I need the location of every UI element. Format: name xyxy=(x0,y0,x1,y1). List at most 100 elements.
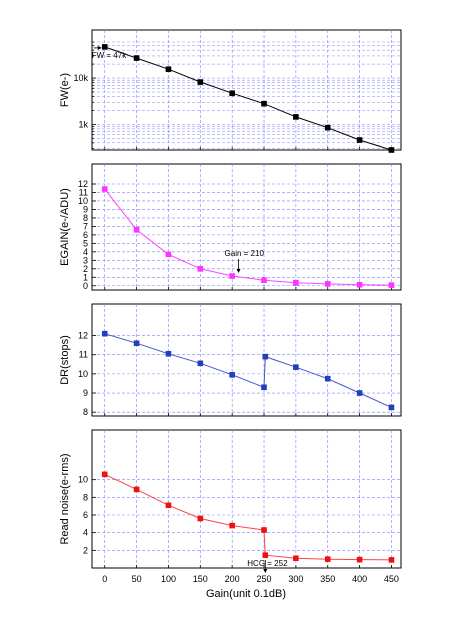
data-point xyxy=(324,124,331,131)
y-tick-label: 1k xyxy=(78,119,88,129)
series-line xyxy=(104,473,392,561)
data-point xyxy=(293,279,299,286)
y-axis-label: DR(stops) xyxy=(59,335,71,385)
x-tick-label: 300 xyxy=(288,574,303,584)
data-point xyxy=(165,66,172,73)
y-tick-label: 8 xyxy=(83,407,88,417)
data-point xyxy=(262,552,269,558)
data-point xyxy=(133,55,140,61)
data-point xyxy=(261,384,267,391)
data-point xyxy=(165,502,172,509)
data-point xyxy=(133,226,140,233)
data-point xyxy=(324,375,331,382)
y-tick-label: 10 xyxy=(78,475,88,485)
x-tick-label: 450 xyxy=(384,574,399,584)
x-axis-label: Gain(unit 0.1dB) xyxy=(206,588,286,600)
data-point xyxy=(356,390,363,396)
data-point xyxy=(101,186,108,192)
data-point xyxy=(197,79,204,85)
data-point xyxy=(388,282,395,288)
data-point xyxy=(293,364,299,370)
y-tick-label: 1 xyxy=(83,272,88,282)
data-point xyxy=(324,281,331,287)
x-tick-label: 150 xyxy=(193,574,208,584)
data-point xyxy=(197,266,204,272)
y-tick-label: 10 xyxy=(78,369,88,379)
y-tick-label: 10 xyxy=(78,196,88,206)
panel-frame xyxy=(91,429,402,569)
y-axis-label: FW(e-) xyxy=(59,73,71,107)
data-point xyxy=(133,340,140,347)
data-point xyxy=(165,251,172,258)
series-line xyxy=(104,188,392,286)
panel-frame xyxy=(91,163,402,291)
y-tick-label: 10k xyxy=(73,73,88,83)
annotation-arrowhead xyxy=(263,569,268,573)
y-tick-label: 4 xyxy=(83,247,88,257)
data-point xyxy=(197,360,204,367)
y-tick-label: 6 xyxy=(83,230,88,240)
data-point xyxy=(388,557,395,563)
x-tick-label: 0 xyxy=(102,574,107,584)
data-point xyxy=(356,556,363,563)
data-point xyxy=(293,114,299,120)
panel-4: 2 4 6 8 10 Read noise(e-rms) HCG = 252 xyxy=(59,429,402,573)
data-point xyxy=(133,486,140,493)
y-tick-label: 8 xyxy=(83,492,88,502)
y-tick-label: 2 xyxy=(83,545,88,555)
y-axis-label: Read noise(e-rms) xyxy=(59,453,71,544)
data-point xyxy=(197,515,204,522)
data-point xyxy=(324,556,331,562)
panel-frame xyxy=(91,29,402,151)
y-axis-label: EGAIN(e-/ADU) xyxy=(59,188,71,266)
data-point xyxy=(388,147,395,153)
data-point xyxy=(229,273,235,279)
y-tick-label: 11 xyxy=(79,350,88,360)
annotation-arrowhead xyxy=(97,45,102,50)
data-point xyxy=(388,404,395,411)
x-tick-label: 250 xyxy=(257,574,272,584)
y-tick-label: 6 xyxy=(83,510,88,520)
data-point xyxy=(229,372,235,378)
y-tick-label: 7 xyxy=(83,221,88,231)
data-point xyxy=(262,353,269,360)
annotation-fw: FW = 47k xyxy=(92,51,127,60)
data-point xyxy=(293,555,299,562)
data-point xyxy=(229,90,235,97)
y-tick-label: 12 xyxy=(78,331,88,341)
data-point xyxy=(261,277,267,284)
series-line xyxy=(104,333,392,408)
y-tick-label: 4 xyxy=(83,528,88,538)
y-tick-label: 8 xyxy=(83,213,88,223)
x-tick-label: 400 xyxy=(352,574,367,584)
annotation-gain: Gain = 210 xyxy=(225,249,265,258)
series-line xyxy=(104,46,392,151)
y-tick-label: 11 xyxy=(79,187,88,197)
data-point xyxy=(261,100,267,107)
x-tick-label: 200 xyxy=(225,574,240,584)
data-point xyxy=(101,44,108,50)
data-point xyxy=(229,522,235,529)
data-point xyxy=(101,330,108,337)
data-point xyxy=(356,281,363,288)
y-tick-label: 12 xyxy=(78,179,88,189)
y-tick-label: 9 xyxy=(83,388,88,398)
panel-3: 8 9 10 11 12 DR(stops) xyxy=(59,303,402,417)
y-tick-label: 2 xyxy=(83,264,88,274)
y-tick-label: 3 xyxy=(83,255,88,265)
y-tick-label: 0 xyxy=(83,281,88,291)
data-point xyxy=(101,471,108,478)
y-tick-label: 5 xyxy=(83,238,88,248)
data-point xyxy=(356,137,363,143)
panel-frame xyxy=(91,303,402,417)
annotation-arrowhead xyxy=(236,269,241,274)
x-tick-label: 50 xyxy=(132,574,142,584)
data-point xyxy=(261,527,267,533)
annotation-hcg: HCG = 252 xyxy=(247,559,288,568)
y-tick-label: 9 xyxy=(83,204,88,214)
data-point xyxy=(165,350,172,357)
x-tick-label: 100 xyxy=(161,574,176,584)
